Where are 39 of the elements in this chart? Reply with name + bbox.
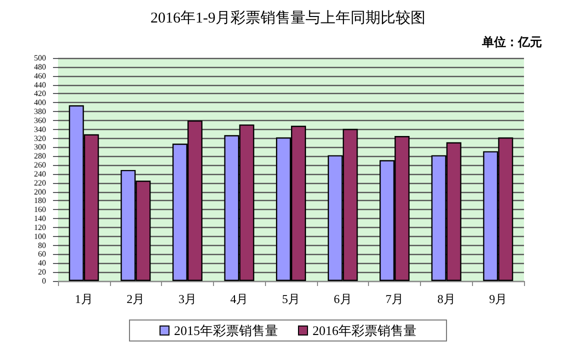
y-tick-label: 160 [34, 205, 46, 214]
y-tick-label: 320 [34, 134, 46, 143]
y-tick-label: 120 [34, 222, 46, 232]
x-tick-label: 3月 [178, 292, 196, 306]
y-tick-label: 260 [34, 160, 46, 170]
y-tick-label: 280 [34, 152, 46, 161]
y-tick-label: 240 [34, 169, 46, 178]
text: 单位：亿元 [481, 35, 542, 49]
chart-title: 2016年1-9月彩票销售量与上年同期比较图 [150, 10, 426, 26]
y-tick-label: 200 [34, 187, 46, 196]
y-tick-label: 420 [34, 89, 46, 98]
y-tick-label: 380 [34, 107, 46, 116]
y-tick-label: 0 [42, 276, 46, 286]
y-tick-label: 440 [34, 80, 46, 90]
x-tick-label: 1月 [74, 292, 93, 306]
y-tick-label: 360 [34, 116, 46, 125]
x-tick-label: 6月 [334, 292, 352, 306]
x-tick-label: 9月 [489, 292, 508, 306]
y-tick-label: 460 [34, 71, 46, 80]
legend-label: 2015年彩票销售量 [174, 323, 278, 338]
y-tick-label: 300 [34, 142, 46, 152]
y-tick-label: 80 [38, 240, 46, 250]
legend-label: 2016年彩票销售量 [312, 323, 416, 338]
x-tick-label: 4月 [230, 292, 248, 306]
y-tick-label: 140 [34, 214, 46, 224]
y-tick-label: 40 [38, 258, 46, 268]
x-tick-label: 7月 [386, 292, 404, 306]
x-tick-label: 5月 [282, 292, 300, 306]
y-tick-label: 220 [34, 178, 46, 188]
x-tick-label: 8月 [437, 292, 456, 306]
y-tick-label: 500 [34, 54, 46, 62]
y-tick-label: 60 [38, 250, 46, 259]
y-tick-label: 100 [34, 232, 46, 241]
x-tick-label: 2月 [126, 292, 145, 306]
y-tick-label: 180 [34, 196, 46, 206]
y-tick-label: 400 [34, 98, 46, 108]
y-tick-label: 20 [38, 268, 46, 277]
y-tick-label: 480 [34, 62, 46, 72]
y-tick-label: 340 [34, 124, 46, 134]
